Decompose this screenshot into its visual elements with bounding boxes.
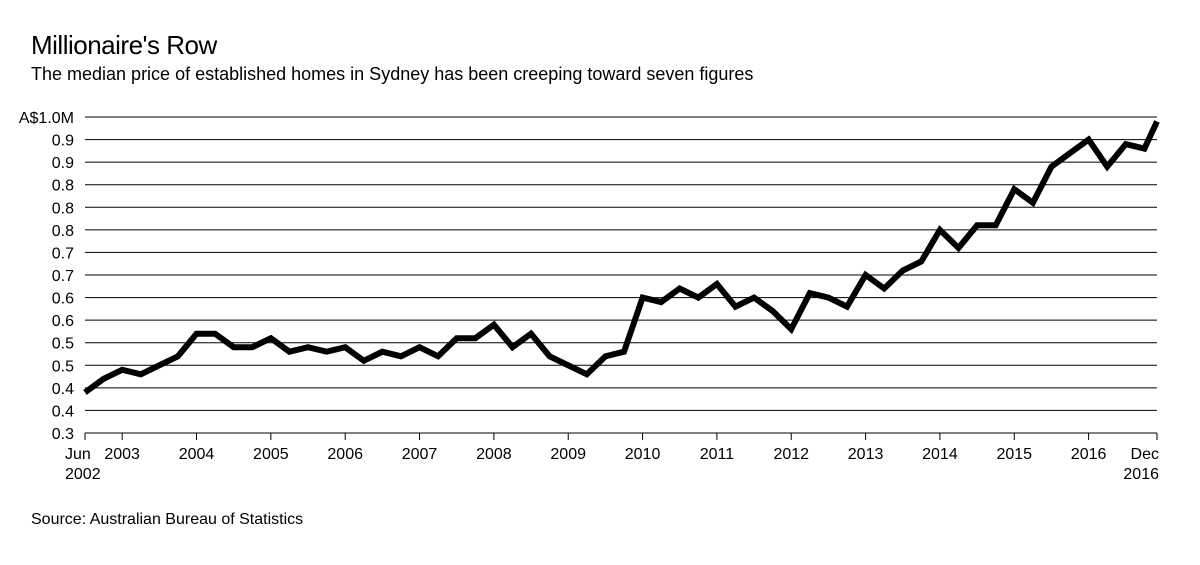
y-tick-label: 0.8 (52, 223, 74, 240)
x-tick-label: 2010 (625, 446, 661, 463)
x-tick-label: 2009 (550, 446, 586, 463)
y-tick-label: 0.5 (52, 358, 74, 375)
chart-subtitle: The median price of established homes in… (31, 64, 754, 84)
chart-title: Millionaire's Row (31, 30, 217, 60)
y-tick-label: 0.5 (52, 336, 74, 353)
y-gridlines (85, 116, 1157, 434)
x-tick-marks (84, 433, 1158, 440)
x-tick-label: 2004 (179, 446, 215, 463)
y-tick-label: 0.9 (52, 155, 74, 172)
source-note: Source: Australian Bureau of Statistics (31, 511, 304, 528)
y-tick-label: 0.3 (52, 426, 74, 443)
x-tick-label: 2014 (922, 446, 958, 463)
x-tick-label: 2016 (1071, 446, 1107, 463)
x-tick-label: 2006 (327, 446, 363, 463)
x-tick-label: Dec (1131, 446, 1159, 463)
y-tick-label: 0.8 (52, 178, 74, 195)
y-tick-label: 0.4 (52, 381, 74, 398)
y-tick-labels: A$1.0M 0.9 0.9 0.8 0.8 0.8 0.7 0.7 0.6 0.6 0.5 0.5 0… (19, 110, 74, 443)
x-tick-label: 2003 (104, 446, 140, 463)
x-tick-label: 2013 (848, 446, 884, 463)
x-tick-label-year: 2016 (1123, 466, 1159, 483)
x-tick-label: 2015 (996, 446, 1032, 463)
y-tick-label: 0.7 (52, 268, 74, 285)
x-tick-label: 2007 (402, 446, 438, 463)
y-tick-label: 0.6 (52, 291, 74, 308)
y-tick-label: A$1.0M (19, 110, 74, 127)
y-tick-label: 0.8 (52, 200, 74, 217)
y-tick-label: 0.9 (52, 133, 74, 150)
x-tick-label: 2005 (253, 446, 289, 463)
series-line (83, 120, 1160, 395)
x-tick-label: 2011 (700, 446, 735, 463)
y-tick-label: 0.6 (52, 313, 74, 330)
x-tick-label: Jun (65, 446, 91, 463)
x-tick-label-year: 2002 (65, 466, 101, 483)
x-tick-label: 2012 (773, 446, 809, 463)
x-tick-label: 2008 (476, 446, 512, 463)
y-tick-label: 0.4 (52, 403, 74, 420)
y-tick-label: 0.7 (52, 245, 74, 262)
